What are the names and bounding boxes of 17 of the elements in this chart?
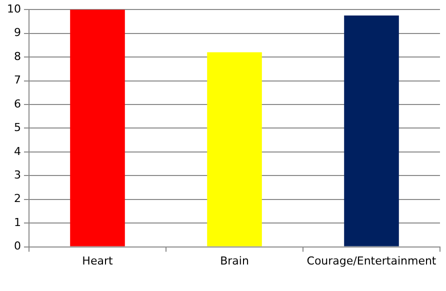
y-tick-label: 9 bbox=[14, 26, 21, 40]
bar bbox=[207, 52, 262, 246]
y-tick-label: 3 bbox=[14, 168, 21, 182]
y-tick-label: 5 bbox=[14, 121, 21, 134]
x-tick-label: Heart bbox=[82, 254, 114, 268]
x-tick-label: Brain bbox=[220, 254, 249, 268]
y-tick-label: 6 bbox=[14, 97, 21, 110]
y-tick-label: 1 bbox=[14, 216, 21, 229]
x-tick-label: Courage/Entertainment bbox=[306, 254, 437, 268]
y-tick-label: 0 bbox=[14, 240, 21, 253]
y-tick-label: 7 bbox=[14, 74, 21, 87]
y-tick-label: 4 bbox=[14, 144, 21, 158]
y-tick-label: 10 bbox=[6, 2, 21, 16]
y-tick-label: 2 bbox=[14, 192, 21, 206]
bar bbox=[344, 16, 399, 246]
y-tick-label: 8 bbox=[14, 50, 21, 63]
bar bbox=[70, 10, 125, 246]
